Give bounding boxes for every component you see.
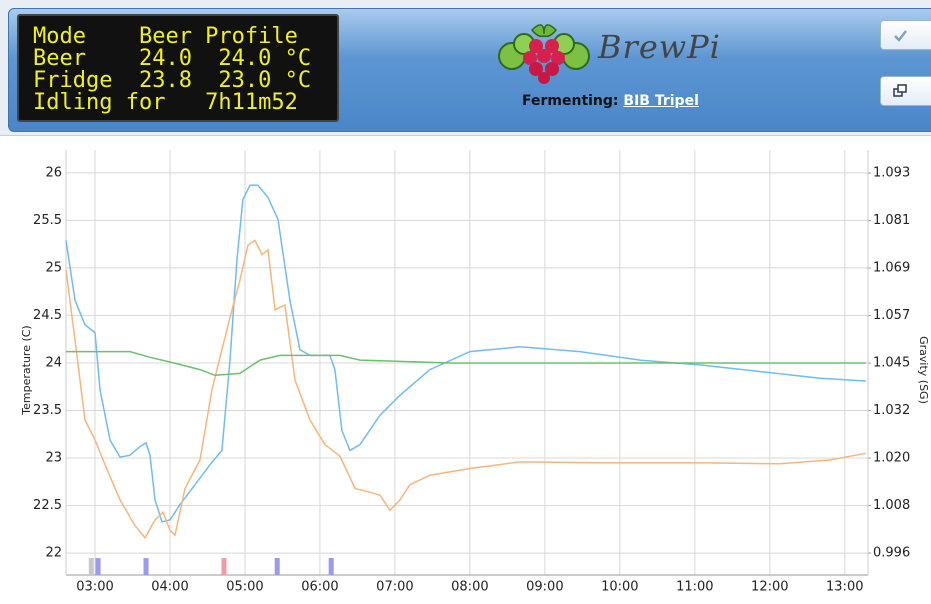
y2-tick-label: 1.045 [873, 356, 910, 371]
lcd-line: Beer 24.0 24.0 °C [33, 46, 312, 71]
y2-tick-label: 1.008 [873, 498, 910, 513]
state-marker [274, 558, 280, 575]
x-tick-label: 10:00 [601, 580, 638, 595]
x-tick-label: 03:00 [76, 580, 113, 595]
x-tick-label: 11:00 [676, 580, 713, 595]
y2-tick-label: 1.032 [873, 403, 910, 418]
state-marker [221, 558, 227, 575]
logo-text: BrewPi [598, 28, 721, 66]
lcd-line: Mode Beer Profile [33, 24, 298, 49]
x-tick-label: 07:00 [376, 580, 413, 595]
y2-tick-label: 1.057 [873, 308, 910, 323]
check-icon [894, 30, 907, 42]
y2-tick-label: 0.996 [873, 546, 910, 561]
y2-tick-label: 1.093 [873, 166, 910, 181]
state-marker [95, 558, 101, 575]
lcd-line: Idling for 7h11m52 [33, 90, 298, 115]
state-marker [328, 558, 334, 575]
y-tick-label: 24.5 [33, 308, 62, 323]
x-tick-label: 04:00 [151, 580, 188, 595]
confirm-button[interactable] [880, 20, 931, 50]
lcd-line: Fridge 23.8 23.0 °C [33, 68, 312, 93]
y-tick-label: 26 [45, 165, 62, 180]
y2-tick-label: 1.069 [873, 261, 910, 276]
state-marker [143, 558, 149, 575]
y2-axis-title: Gravity (SG) [917, 336, 930, 404]
chart-panel [0, 135, 931, 604]
y-tick-label: 22.5 [33, 498, 62, 513]
fermenting-status: Fermenting: BIB Tripel [522, 93, 699, 109]
state-marker [88, 558, 94, 575]
raspberry-logo [498, 24, 590, 84]
series-line [65, 184, 866, 523]
x-tick-label: 12:00 [751, 580, 788, 595]
y2-tick-label: 1.020 [873, 451, 910, 466]
fermenting-label: Fermenting: [522, 93, 619, 109]
y-tick-label: 22 [45, 546, 62, 561]
y2-tick-label: 1.081 [873, 213, 910, 228]
y-tick-label: 23.5 [33, 403, 62, 418]
y-axis-title: Temperature (C) [20, 325, 33, 415]
lcd-display: Mode Beer Profile Beer 24.0 24.0 °C Frid… [17, 14, 339, 122]
series-line [65, 239, 866, 540]
x-tick-label: 08:00 [451, 580, 488, 595]
y-tick-label: 25 [45, 260, 62, 275]
x-tick-label: 13:00 [826, 580, 863, 595]
popout-button[interactable] [880, 76, 931, 106]
y-tick-label: 23 [45, 451, 62, 466]
x-tick-label: 06:00 [301, 580, 338, 595]
y-tick-label: 25.5 [33, 213, 62, 228]
x-tick-label: 05:00 [226, 580, 263, 595]
beer-name-link[interactable]: BIB Tripel [623, 93, 699, 109]
series-line [66, 350, 866, 377]
popout-icon [893, 84, 907, 97]
x-tick-label: 09:00 [526, 580, 563, 595]
y-tick-label: 24 [45, 355, 62, 370]
